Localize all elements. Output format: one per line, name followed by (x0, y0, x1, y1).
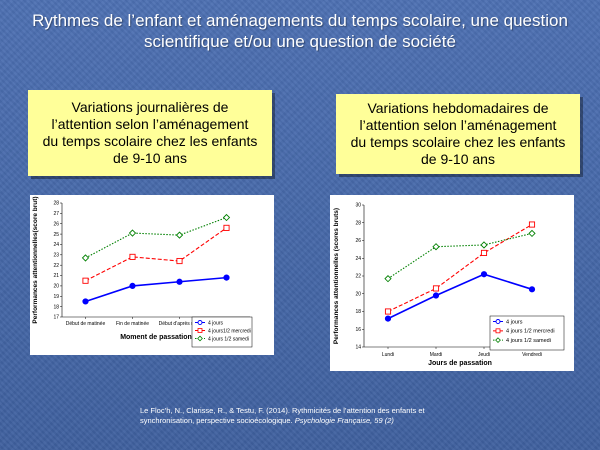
legend-marker (495, 319, 501, 324)
weekly-attention-chart-svg: 14 16 18 20 22 24 26 28 30 Lundi Mardi Jeudi Vendred… (333, 203, 565, 367)
data-point (176, 257, 183, 265)
legend-marker (197, 320, 203, 325)
series-line (85, 216, 227, 259)
y-tick-label: 24 (53, 242, 59, 248)
x-tick-label: Lundi (382, 352, 394, 358)
weekly-caption-line: de 9-10 ans (421, 151, 495, 167)
data-point (223, 224, 230, 231)
data-point (81, 254, 90, 262)
daily-attention-chart-svg: 17 18 19 20 21 22 23 24 25 26 27 28 Début de matinée… (32, 196, 253, 348)
data-point (528, 221, 536, 228)
data-point (480, 241, 488, 249)
series-line (85, 276, 227, 303)
data-point (175, 231, 184, 239)
data-point (384, 275, 392, 283)
y-axis-title: Performances attentionnelles(score brut) (32, 196, 39, 323)
y-tick-label: 30 (355, 203, 361, 209)
x-axis-title: Moment de passation (120, 334, 192, 341)
x-tick-label: Vendredi (522, 352, 542, 358)
legend-label: 4 jours 1/2 samedi (506, 338, 551, 344)
y-tick-label: 22 (355, 274, 361, 280)
y-tick-label: 24 (355, 256, 361, 262)
legend-label: 4 jours1/2 mercredi (208, 328, 251, 334)
data-point (129, 253, 136, 260)
weekly-caption-line: l’attention selon l’aménagement (359, 117, 557, 133)
data-point (128, 229, 137, 237)
y-tick-label: 18 (53, 304, 59, 310)
daily-variations-caption: Variations journalières de l’attention s… (28, 90, 272, 176)
data-point (528, 286, 536, 293)
weekly-caption-line: Variations hebdomadaires de (367, 100, 549, 116)
data-point (480, 271, 488, 278)
weekly-caption-line: du temps scolaire chez les enfants (350, 134, 566, 150)
citation: Le Floc’h, N., Clarisse, R., & Testu, F.… (140, 406, 520, 426)
weekly-attention-chart: 14 16 18 20 22 24 26 28 30 Lundi Mardi Jeudi Vendred… (330, 195, 574, 371)
y-tick-label: 20 (355, 291, 361, 297)
data-point (480, 249, 488, 256)
citation-line2: synchronisation, perspective socioécolog… (140, 416, 520, 426)
data-point (129, 282, 136, 290)
series-line (387, 224, 533, 312)
daily-caption-line: l’attention selon l’aménagement (51, 116, 249, 132)
series-line (85, 227, 227, 282)
data-point (528, 229, 536, 238)
data-point (384, 315, 392, 322)
y-axis-title: Performances attentionnelles (scores bru… (333, 208, 340, 344)
data-point (432, 292, 440, 299)
y-tick-label: 14 (355, 345, 361, 351)
daily-caption-line: du temps scolaire chez les enfants (42, 133, 258, 149)
slide-title: Rythmes de l’enfant et aménagements du t… (20, 10, 580, 52)
daily-attention-chart: 17 18 19 20 21 22 23 24 25 26 27 28 Début de matinée… (30, 195, 274, 355)
y-tick-label: 17 (53, 315, 59, 321)
data-point (223, 274, 230, 281)
y-tick-label: 20 (53, 284, 59, 290)
y-tick-label: 27 (53, 211, 59, 217)
y-tick-label: 26 (355, 238, 361, 244)
legend-marker (495, 328, 501, 334)
daily-caption-line: de 9-10 ans (113, 150, 187, 166)
x-axis-title: Jours de passation (428, 360, 492, 367)
x-tick-label: Fin de matinée (116, 321, 149, 327)
slide-title-line2: scientifique et/ou une question de socié… (144, 32, 456, 51)
series-line (387, 232, 533, 280)
data-point (82, 298, 89, 305)
legend-label: 4 jours (208, 320, 224, 326)
legend-label: 4 jours 1/2 mercredi (506, 329, 555, 335)
y-tick-label: 16 (355, 327, 361, 333)
x-tick-label: Début d’après midi (159, 321, 201, 327)
data-point (432, 243, 440, 251)
daily-caption-line: Variations journalières de (71, 99, 229, 115)
citation-text: synchronisation, perspective socioécolog… (140, 416, 295, 425)
y-tick-label: 19 (53, 294, 59, 300)
legend-label: 4 jours (506, 319, 523, 325)
x-tick-label: Mardi (430, 352, 443, 358)
y-tick-label: 25 (53, 232, 59, 238)
y-tick-label: 23 (53, 253, 59, 259)
citation-journal: Psychologie Française, 59 (2) (294, 416, 394, 425)
x-tick-label: Début de matinée (66, 321, 106, 327)
weekly-variations-caption: Variations hebdomadaires de l’attention … (336, 94, 580, 174)
y-tick-label: 22 (53, 263, 59, 269)
legend-marker (197, 335, 203, 342)
legend-marker (197, 328, 203, 333)
series-line (387, 273, 533, 320)
y-tick-label: 26 (53, 221, 59, 227)
data-point (176, 278, 183, 285)
data-point (222, 213, 231, 222)
y-tick-label: 28 (355, 220, 361, 226)
legend-label: 4 jours 1/2 samedi (208, 336, 249, 342)
x-tick-label: Jeudi (478, 352, 490, 358)
data-point (384, 308, 392, 315)
data-point (82, 277, 89, 284)
data-point (432, 285, 440, 292)
y-tick-label: 18 (355, 309, 361, 315)
slide-title-line1: Rythmes de l’enfant et aménagements du t… (32, 11, 568, 30)
y-tick-label: 28 (53, 201, 59, 207)
citation-line1: Le Floc’h, N., Clarisse, R., & Testu, F.… (140, 406, 425, 415)
y-tick-label: 21 (53, 273, 59, 279)
legend-marker (495, 337, 501, 344)
